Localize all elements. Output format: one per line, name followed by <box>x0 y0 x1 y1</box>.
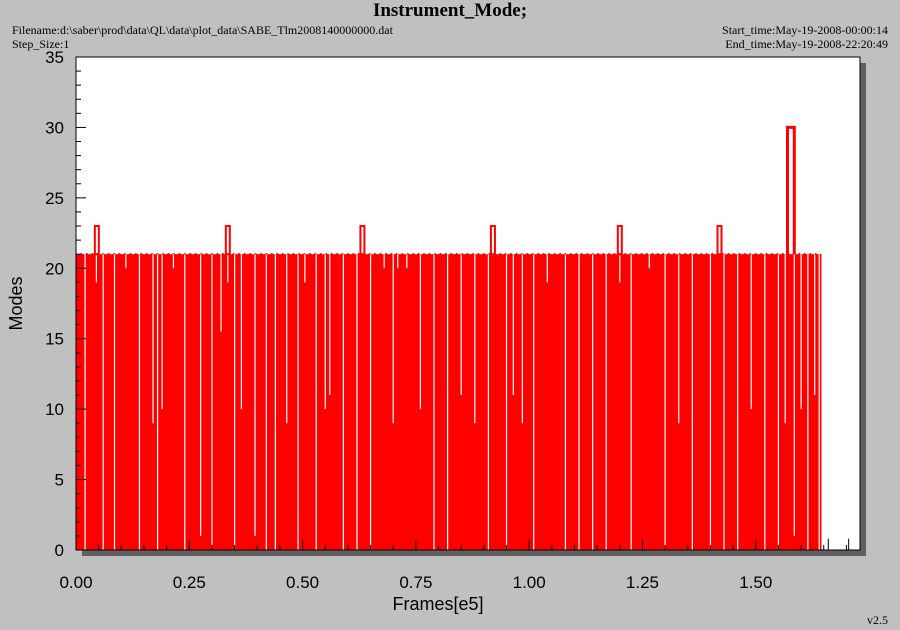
y-tick-label-2: 10 <box>45 400 64 419</box>
series-spike-23-4 <box>616 225 623 256</box>
x-tick-label-1: 0.25 <box>173 573 206 592</box>
y-tick-label-6: 30 <box>45 118 64 137</box>
version-label: v2.5 <box>867 613 888 627</box>
series-layer <box>75 125 850 550</box>
axis-layer: 0 5 10 15 20 25 30 35 0.00 0.25 0.50 0.75 1.00 1.25 1.… <box>45 48 860 592</box>
series-spike-23-5 <box>716 225 723 256</box>
chart-title: Instrument_Mode; <box>372 0 528 21</box>
series-spike-30 <box>785 125 796 550</box>
filename-label: Filename:d:\saber\prod\data\QL\data\plot… <box>12 23 393 37</box>
start-time-label: Start_time:May-19-2008-00:00:14 <box>722 23 888 37</box>
x-tick-label-6: 1.50 <box>739 573 772 592</box>
y-tick-label-0: 0 <box>55 541 64 560</box>
y-tick-label-4: 20 <box>45 259 64 278</box>
end-time-label: End_time:May-19-2008-22:20:49 <box>725 37 888 51</box>
y-tick-label-5: 25 <box>45 189 64 208</box>
x-tick-label-3: 0.75 <box>399 573 432 592</box>
y-axis-title: Modes <box>6 276 26 330</box>
series-spike-23-2 <box>359 225 366 256</box>
series-spike-23-0 <box>93 225 100 256</box>
y-tick-label-1: 5 <box>55 471 64 490</box>
x-tick-label-4: 1.00 <box>513 573 546 592</box>
x-tick-label-0: 0.00 <box>59 573 92 592</box>
x-tick-label-5: 1.25 <box>626 573 659 592</box>
series-band <box>76 254 822 550</box>
step-size-label: Step_Size:1 <box>12 37 70 51</box>
x-axis-title: Frames[e5] <box>392 594 483 614</box>
x-tick-label-2: 0.50 <box>286 573 319 592</box>
y-tick-label-3: 15 <box>45 330 64 349</box>
series-spike-23-3 <box>489 225 496 256</box>
series-spike-23-1 <box>224 225 231 256</box>
y-tick-label-7: 35 <box>45 48 64 67</box>
